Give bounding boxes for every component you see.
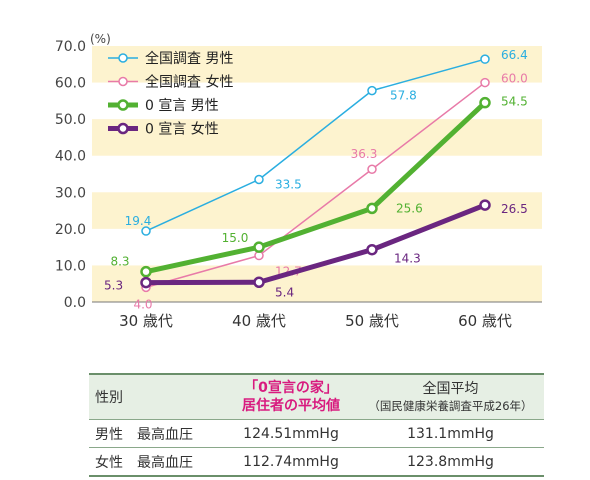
data-point [479,96,491,109]
data-label: 5.3 [104,279,123,293]
row-national-value: 123.8mmHg [357,447,544,477]
data-label: 14.3 [394,252,421,266]
data-point [480,54,490,64]
y-tick-label: 60.0 [55,76,86,92]
data-point [253,241,265,253]
y-tick-label: 40.0 [55,149,86,165]
table-header-row: 性別 「0宣言の家」 居住者の平均値 全国平均 （国民健康栄養調査平成26年） [89,373,544,420]
series-line [145,100,487,275]
data-point [367,85,377,96]
x-tick-label: 40 歳代 [232,312,286,330]
y-tick-label: 20.0 [55,222,86,238]
series-line [145,81,486,289]
x-tick-label: 50 歳代 [345,312,399,330]
band [92,119,542,156]
header-home-line2: 居住者の平均値 [242,398,340,414]
header-sex: 性別 [89,373,225,420]
series-line [145,58,486,232]
data-label: 19.4 [125,214,152,228]
header-national-line2: （国民健康栄養調査平成26年） [368,399,533,413]
data-point [254,174,264,185]
data-label: 15.0 [222,231,249,245]
data-label: 66.4 [501,48,528,62]
blood-pressure-table: 性別 「0宣言の家」 居住者の平均値 全国平均 （国民健康栄養調査平成26年） … [89,373,544,477]
legend-marker [118,76,128,87]
data-point [366,202,378,215]
x-tick-label: 60 歳代 [458,312,512,330]
y-tick-label: 70.0 [55,39,86,55]
table-row: 男性 最高血圧 124.51mmHg 131.1mmHg [89,419,544,448]
series-lines: 19.433.557.866.44.012.736.360.08.315.025… [104,48,528,311]
data-point [367,164,377,174]
legend-label: 全国調査 男性 [145,50,233,67]
data-label: 60.0 [501,72,528,86]
header-national: 全国平均 （国民健康栄養調査平成26年） [357,373,544,420]
row-home-value: 124.51mmHg [225,419,357,448]
row-label: 女性 最高血圧 [89,447,225,477]
data-label: 54.5 [501,95,528,109]
data-label: 8.3 [110,255,129,269]
data-label: 4.0 [133,297,152,311]
data-label: 5.4 [275,285,294,299]
data-point [366,243,378,256]
data-label: 25.6 [396,201,423,215]
series-line [145,202,486,286]
table-row: 女性 最高血圧 112.74mmHg 123.8mmHg [89,447,544,477]
data-label: 57.8 [390,89,417,103]
data-point [140,265,152,278]
data-point [253,276,265,289]
data-point [479,199,491,211]
data-point [140,276,152,289]
y-tick-label: 30.0 [55,185,86,201]
data-label: 33.5 [275,177,302,191]
legend-label: 0 宣言 女性 [145,121,219,138]
legend-label: 全国調査 女性 [145,74,233,91]
legend-label: 0 宣言 男性 [145,98,219,114]
data-label: 36.3 [351,147,378,161]
header-home-line1: 「0宣言の家」 [244,380,338,396]
data-label: 26.5 [501,202,528,216]
data-point [141,226,151,236]
x-tick-label: 30 歳代 [119,312,173,330]
y-unit-label: (%) [90,32,111,46]
row-national-value: 131.1mmHg [357,419,544,448]
row-label: 男性 最高血圧 [89,419,225,448]
legend-marker [117,99,129,111]
legend-marker [117,122,129,135]
y-tick-label: 10.0 [55,258,86,274]
row-home-value: 112.74mmHg [225,447,357,477]
data-point [480,77,490,88]
x-axis: 30 歳代 40 歳代 50 歳代 60 歳代 [119,312,512,330]
y-axis: 0.0 10.0 20.0 30.0 40.0 50.0 60.0 70.0 [55,39,86,311]
line-chart: 0.0 10.0 20.0 30.0 40.0 50.0 60.0 70.0 30 歳代 40 … [55,32,542,330]
header-national-line1: 全国平均 [422,381,479,397]
header-home: 「0宣言の家」 居住者の平均値 [225,373,357,420]
y-tick-label: 50.0 [55,112,86,128]
y-tick-label: 0.0 [64,295,86,311]
legend-marker [118,53,128,63]
